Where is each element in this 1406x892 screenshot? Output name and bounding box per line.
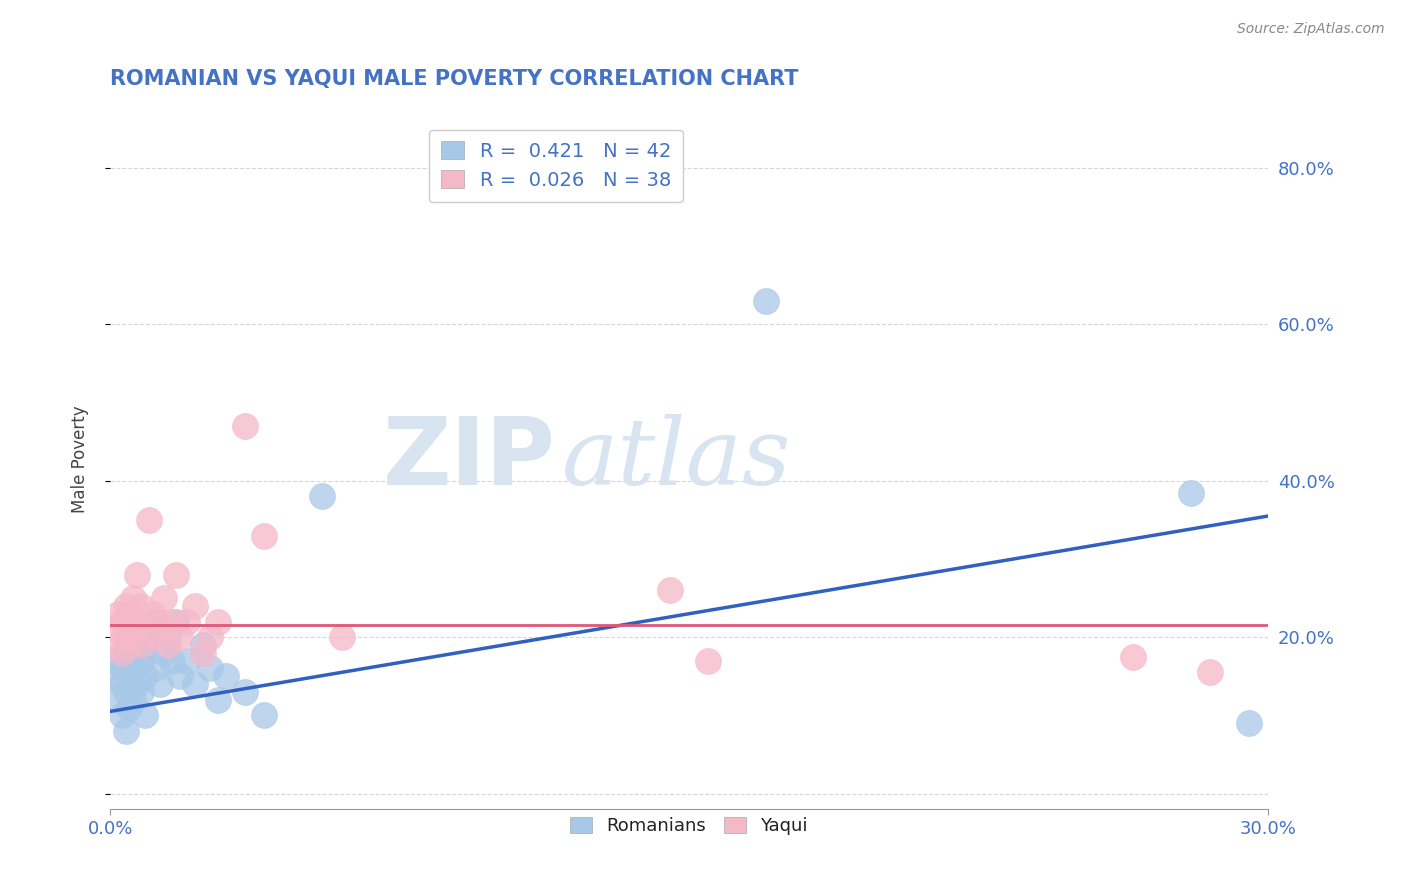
Romanians [127,646,149,660]
Romanians [149,677,172,691]
Romanians [122,692,145,706]
Romanians [755,293,778,308]
Yaqui [118,623,141,637]
Romanians [145,661,167,675]
Yaqui [114,599,136,613]
Romanians [127,677,149,691]
Legend: Romanians, Yaqui: Romanians, Yaqui [564,809,815,842]
Romanians [153,646,176,660]
Yaqui [1122,649,1144,664]
Romanians [129,685,152,699]
Yaqui [122,630,145,644]
Yaqui [184,599,207,613]
Romanians [156,630,179,644]
Yaqui [149,615,172,629]
Text: ZIP: ZIP [382,413,555,506]
Yaqui [127,567,149,582]
Yaqui [111,646,134,660]
Yaqui [145,630,167,644]
Romanians [107,692,129,706]
Yaqui [1199,665,1222,680]
Romanians [114,646,136,660]
Romanians [191,638,214,652]
Yaqui [200,630,222,644]
Romanians [122,661,145,675]
Romanians [111,677,134,691]
Romanians [111,708,134,723]
Yaqui [169,630,191,644]
Y-axis label: Male Poverty: Male Poverty [72,406,89,513]
Yaqui [118,607,141,621]
Yaqui [122,591,145,605]
Yaqui [138,513,160,527]
Yaqui [330,630,353,644]
Romanians [233,685,256,699]
Romanians [1180,485,1202,500]
Romanians [253,708,276,723]
Yaqui [165,567,187,582]
Yaqui [103,623,125,637]
Romanians [111,661,134,675]
Yaqui [207,615,229,629]
Romanians [107,654,129,668]
Romanians [138,638,160,652]
Yaqui [233,419,256,434]
Romanians [114,723,136,738]
Yaqui [107,607,129,621]
Yaqui [107,638,129,652]
Yaqui [697,654,720,668]
Romanians [118,654,141,668]
Yaqui [118,638,141,652]
Yaqui [160,615,183,629]
Romanians [103,669,125,683]
Romanians [165,615,187,629]
Text: atlas: atlas [562,414,792,504]
Romanians [160,654,183,668]
Yaqui [114,630,136,644]
Yaqui [176,615,198,629]
Romanians [122,630,145,644]
Yaqui [129,599,152,613]
Romanians [169,669,191,683]
Text: ROMANIAN VS YAQUI MALE POVERTY CORRELATION CHART: ROMANIAN VS YAQUI MALE POVERTY CORRELATI… [110,69,799,88]
Yaqui [191,646,214,660]
Yaqui [253,528,276,542]
Romanians [215,669,238,683]
Yaqui [658,583,681,598]
Romanians [184,677,207,691]
Romanians [129,654,152,668]
Romanians [1237,716,1260,731]
Romanians [311,490,333,504]
Romanians [134,708,156,723]
Yaqui [127,615,149,629]
Yaqui [129,638,152,652]
Romanians [114,685,136,699]
Romanians [200,661,222,675]
Yaqui [153,591,176,605]
Romanians [141,615,163,629]
Yaqui [156,638,179,652]
Yaqui [141,607,163,621]
Romanians [207,692,229,706]
Romanians [134,669,156,683]
Romanians [176,654,198,668]
Romanians [118,700,141,714]
Romanians [118,669,141,683]
Yaqui [134,623,156,637]
Text: Source: ZipAtlas.com: Source: ZipAtlas.com [1237,22,1385,37]
Yaqui [111,615,134,629]
